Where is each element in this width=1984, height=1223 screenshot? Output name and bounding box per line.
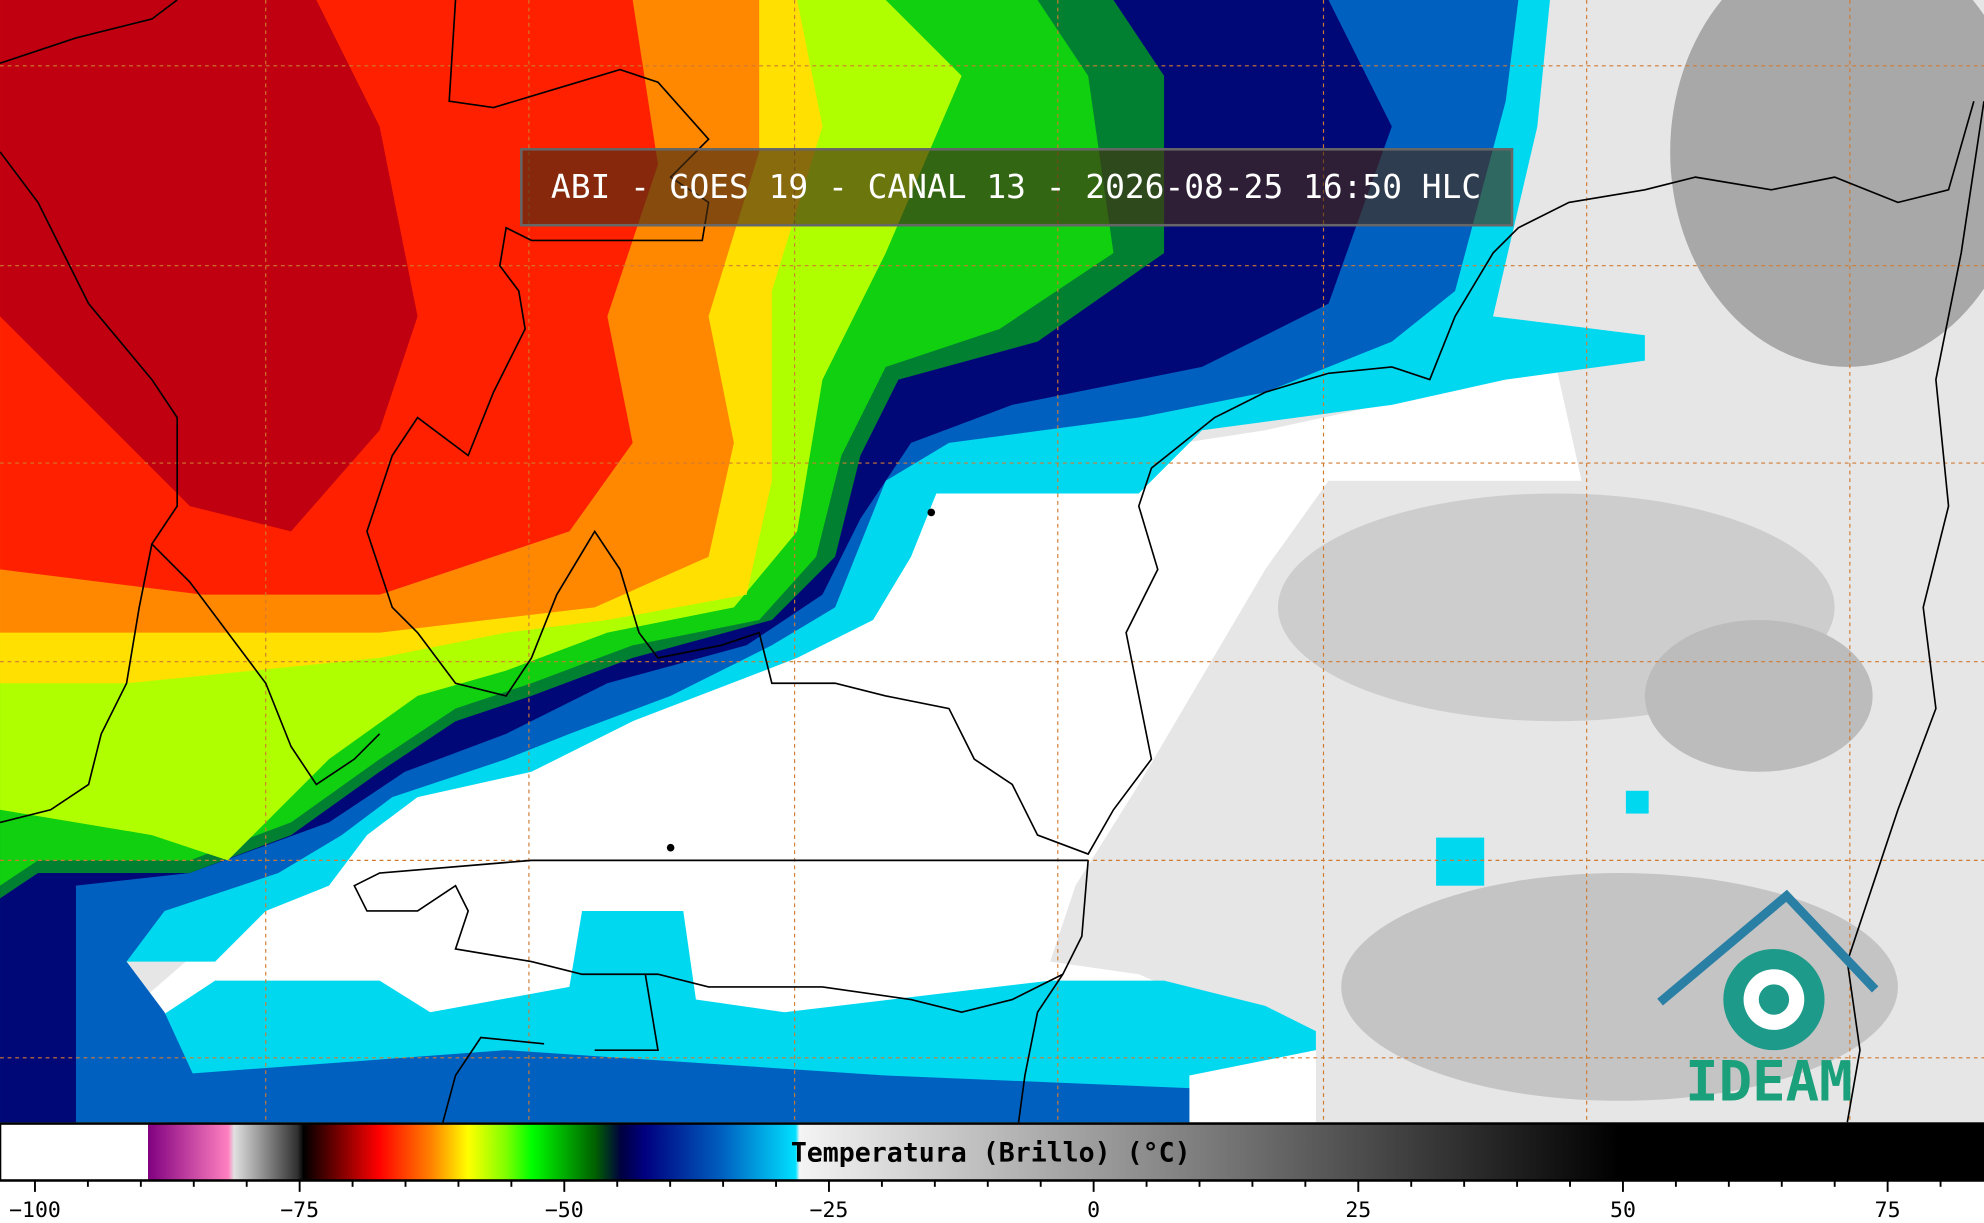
tick-label: −75 — [280, 1198, 319, 1223]
colorbar-label: Temperatura (Brillo) (°C) — [791, 1137, 1191, 1168]
tick-label: 50 — [1610, 1198, 1636, 1223]
logo-text: IDEAM — [1685, 1050, 1853, 1115]
tick-label: −25 — [810, 1198, 849, 1223]
tick-label: 75 — [1875, 1198, 1901, 1223]
tick-label: 25 — [1345, 1198, 1371, 1223]
title-box: ABI - GOES 19 - CANAL 13 - 2026-08-25 16… — [520, 148, 1514, 227]
colorbar: Temperatura (Brillo) (°C) −100 −75 −50 −25 0… — [0, 1122, 1984, 1223]
tick-label: −100 — [9, 1198, 61, 1223]
borders — [0, 0, 1984, 1123]
tick-label: −50 — [545, 1198, 584, 1223]
logo: IDEAM — [1657, 889, 1879, 1115]
tick-label: 0 — [1087, 1198, 1100, 1223]
map-title: ABI - GOES 19 - CANAL 13 - 2026-08-25 16… — [551, 167, 1481, 206]
